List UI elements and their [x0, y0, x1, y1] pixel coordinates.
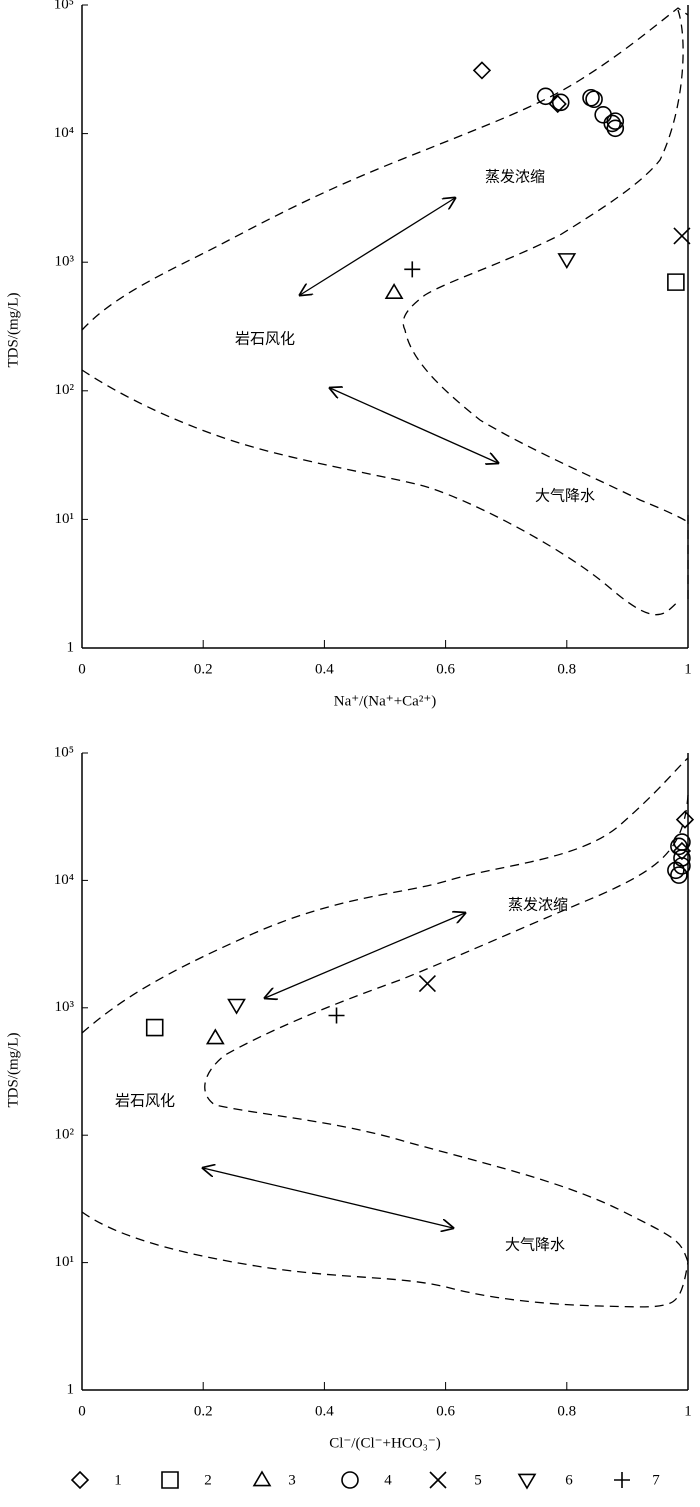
- y-tick-label: 10²: [55, 1127, 75, 1143]
- annotation: 岩石风化: [235, 330, 295, 347]
- legend-label: 2: [204, 1472, 212, 1488]
- point: [328, 1007, 345, 1024]
- y-tick-label: 10⁵: [54, 744, 74, 760]
- point: [536, 87, 555, 106]
- point: [606, 112, 625, 130]
- x-tick-label: 0.2: [194, 1403, 213, 1419]
- point: [472, 61, 492, 80]
- point: [673, 857, 691, 875]
- legend-marker: [341, 1471, 359, 1489]
- point: [557, 253, 577, 270]
- legend-label: 4: [384, 1472, 392, 1488]
- y-tick-label: 10¹: [55, 1254, 75, 1270]
- x-tick-label: 1: [684, 661, 692, 677]
- x-tick-label: 0.8: [557, 661, 576, 677]
- point: [670, 866, 688, 884]
- point: [603, 114, 622, 133]
- point: [145, 1018, 164, 1037]
- point: [667, 273, 685, 291]
- x-tick-label: 0.4: [315, 1403, 334, 1419]
- x-axis-label: Na⁺/(Na⁺+Ca²⁺): [334, 693, 437, 709]
- y-tick-label: 10⁴: [54, 872, 74, 888]
- legend-label: 6: [565, 1472, 573, 1488]
- x-tick-label: 0: [78, 1403, 86, 1419]
- point: [675, 810, 695, 829]
- point: [582, 88, 600, 107]
- legend-marker: [70, 1470, 90, 1490]
- legend-marker: [517, 1473, 537, 1490]
- y-tick-label: 10⁵: [54, 0, 74, 12]
- annotation: 大气降水: [505, 1236, 565, 1253]
- y-tick-label: 10³: [55, 254, 75, 270]
- y-tick-label: 10¹: [55, 511, 75, 527]
- annotation: 大气降水: [535, 487, 595, 504]
- point: [673, 227, 691, 245]
- point: [205, 1028, 225, 1045]
- legend-marker: [429, 1471, 447, 1489]
- legend-label: 1: [114, 1472, 122, 1488]
- boundaries: [81, 7, 689, 1308]
- legend-label: 7: [652, 1472, 660, 1488]
- point: [551, 93, 570, 112]
- point: [404, 261, 421, 278]
- y-tick-label: 1: [67, 639, 75, 655]
- annotation: 蒸发浓缩: [485, 168, 545, 185]
- y-tick-label: 10²: [55, 382, 75, 398]
- y-tick-label: 10⁴: [54, 125, 74, 141]
- point: [594, 106, 612, 124]
- x-tick-label: 0.8: [557, 1403, 576, 1419]
- x-tick-label: 0.4: [315, 661, 334, 677]
- legend-label: 5: [474, 1472, 482, 1488]
- arrows: [203, 198, 498, 1228]
- annotation: 岩石风化: [115, 1092, 175, 1109]
- legend-marker: [614, 1472, 630, 1488]
- annotation: 蒸发浓缩: [508, 896, 568, 913]
- point: [227, 998, 246, 1015]
- point: [670, 837, 688, 856]
- y-tick-label: 1: [67, 1381, 75, 1397]
- x-tick-label: 1: [684, 1403, 692, 1419]
- y-axis-label: TDS/(mg/L): [5, 1033, 21, 1108]
- x-tick-label: 0: [78, 661, 86, 677]
- point: [384, 283, 404, 300]
- y-tick-label: 10³: [55, 999, 75, 1015]
- legend-marker: [252, 1470, 272, 1487]
- point: [667, 861, 685, 880]
- legend-label: 3: [288, 1472, 296, 1488]
- x-tick-label: 0.6: [436, 661, 455, 677]
- point: [418, 974, 436, 993]
- x-tick-label: 0.2: [194, 661, 213, 677]
- legend-marker: [161, 1471, 179, 1489]
- x-tick-label: 0.6: [436, 1403, 455, 1419]
- point: [585, 90, 603, 109]
- x-axis-label: Cl⁻/(Cl⁻+HCO₃⁻): [329, 1435, 441, 1451]
- point: [606, 119, 625, 138]
- y-axis-label: TDS/(mg/L): [5, 293, 21, 368]
